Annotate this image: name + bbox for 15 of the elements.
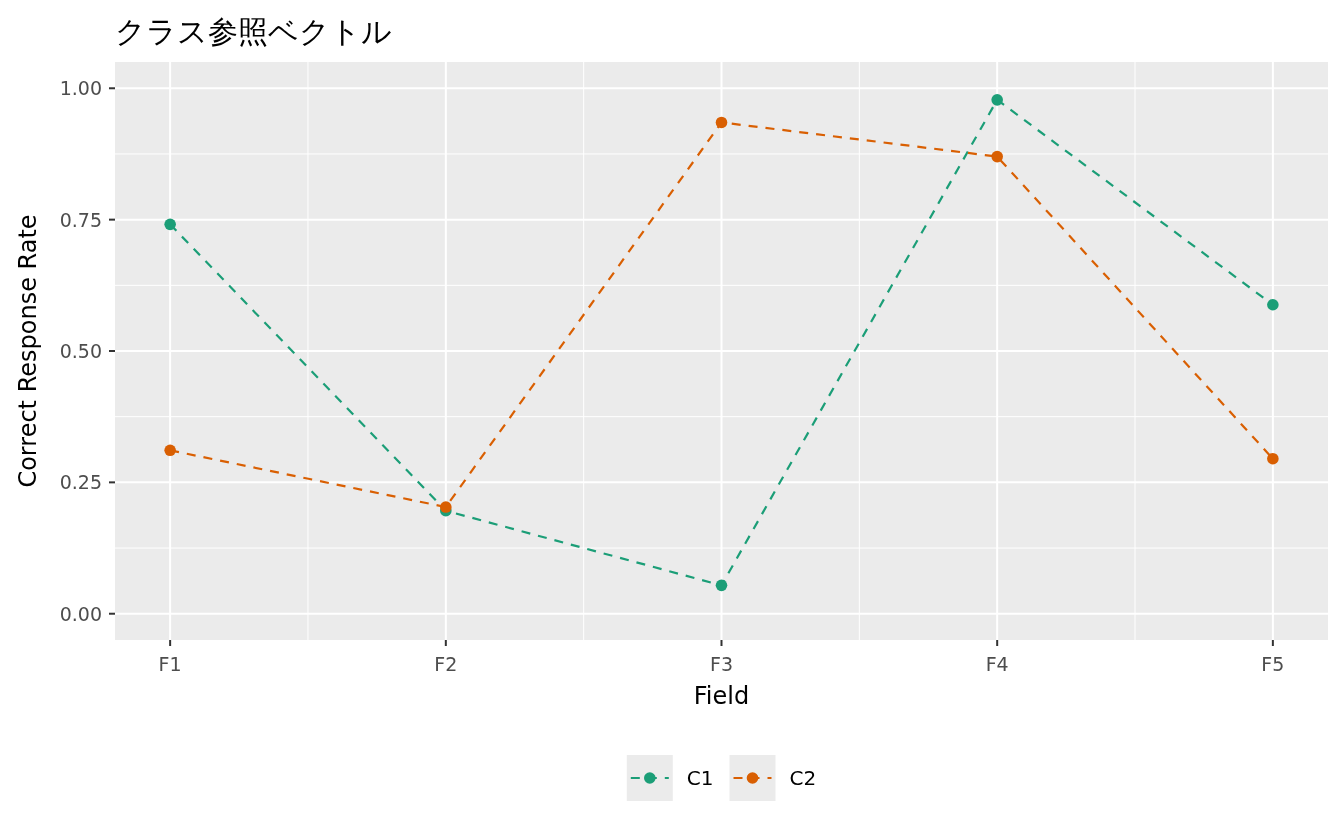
x-tick-label: F3 [710,653,733,675]
x-tick-label: F5 [1261,653,1285,675]
y-tick-label: 0.50 [59,340,102,362]
x-tick-label: F4 [985,653,1009,675]
y-tick-label: 0.75 [59,208,102,231]
y-axis-title: Correct Response Rate [14,214,42,488]
x-tick-label: F2 [434,653,458,675]
y-tick-label: 0.25 [59,471,102,494]
x-axis-title: Field [693,682,750,710]
legend-label: C1 [686,766,714,790]
title: クラス参照ベクトル [115,14,392,49]
y-tick-label: 0.00 [59,602,102,625]
legend-label: C2 [789,766,817,790]
x-tick-label: F1 [158,653,182,675]
y-tick-label: 1.00 [59,77,102,100]
